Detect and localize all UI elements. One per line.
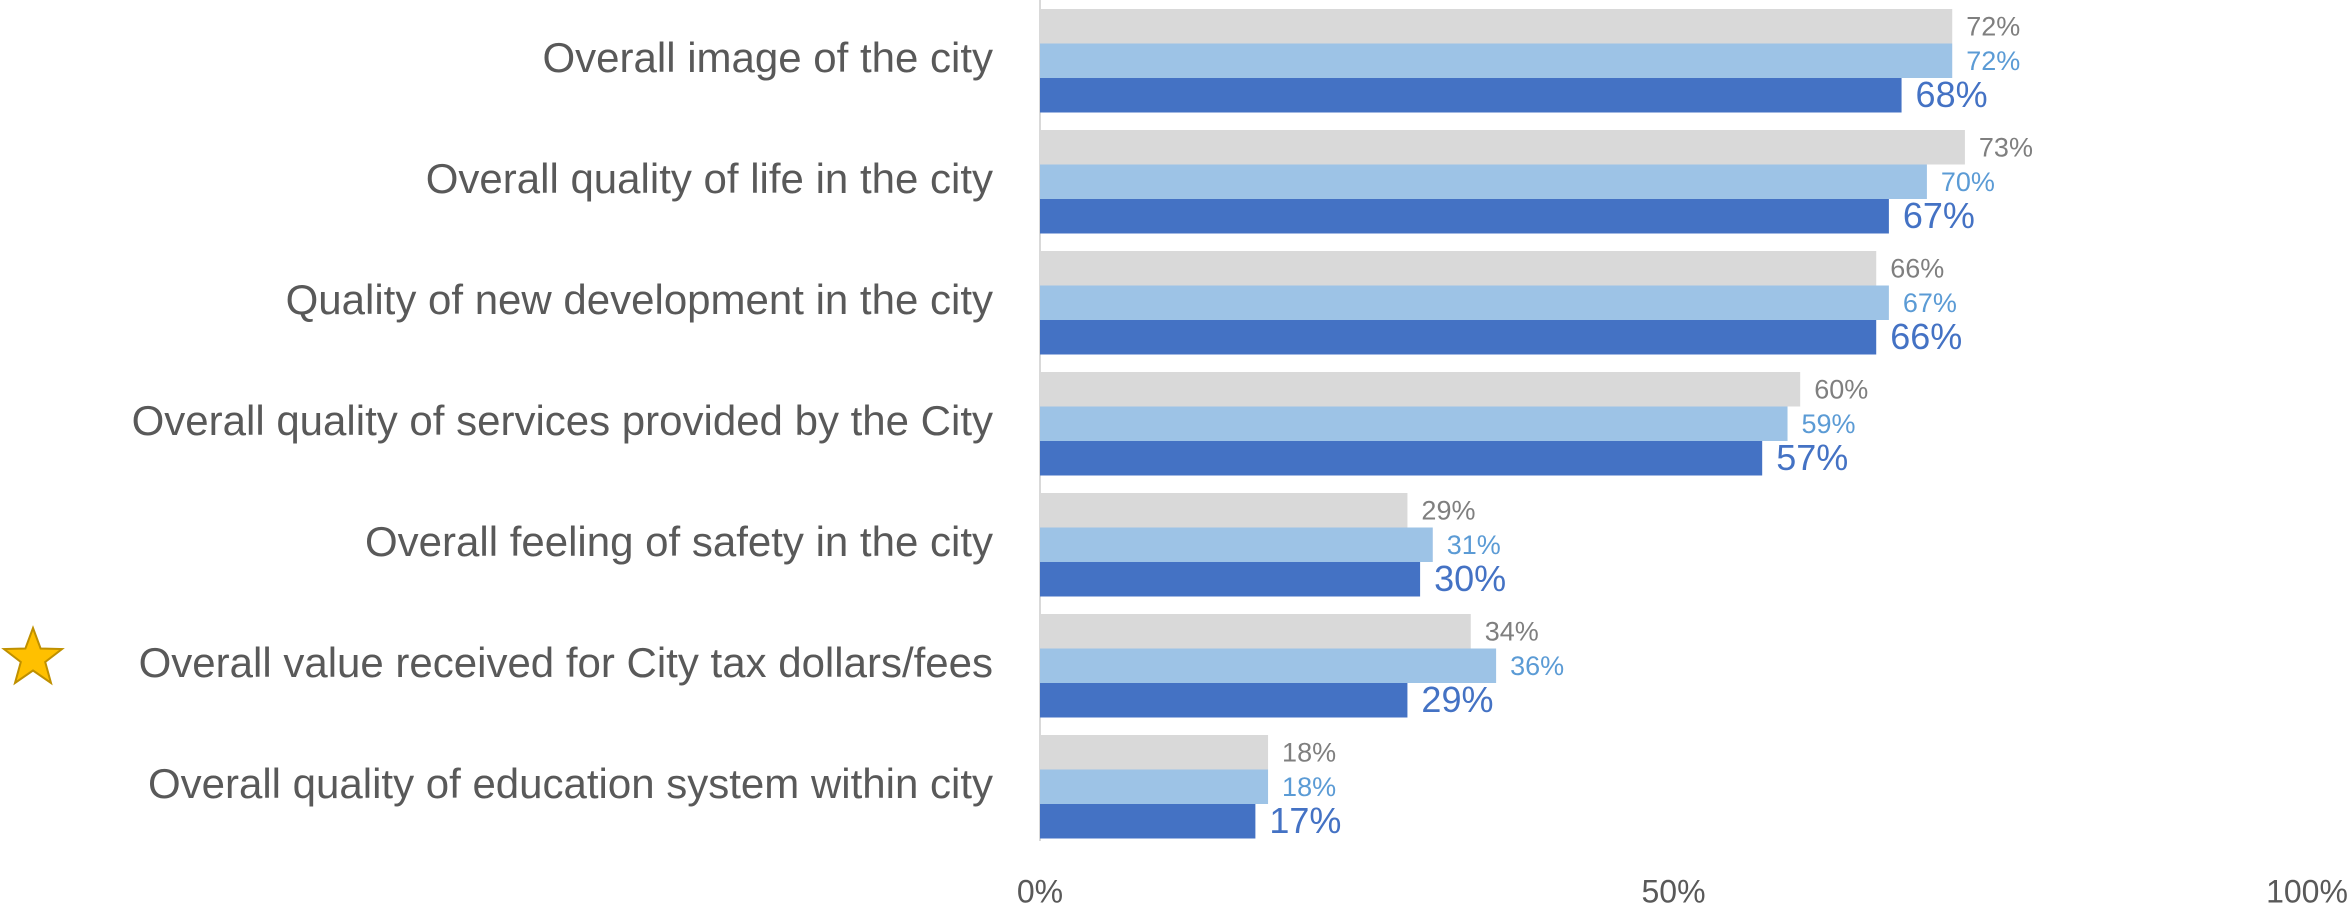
value-label: 67% xyxy=(1903,288,1957,318)
bar xyxy=(1040,164,1927,199)
value-label: 17% xyxy=(1269,800,1341,841)
bar xyxy=(1040,43,1953,78)
category-label: Overall quality of education system with… xyxy=(148,760,993,807)
value-label: 72% xyxy=(1966,11,2020,41)
x-tick-label: 50% xyxy=(1641,873,1705,909)
value-label: 29% xyxy=(1421,679,1493,720)
value-label: 73% xyxy=(1979,132,2033,162)
value-label: 18% xyxy=(1282,737,1336,767)
x-tick-label: 0% xyxy=(1017,873,1063,909)
bar xyxy=(1040,320,1877,355)
value-label: 60% xyxy=(1814,374,1868,404)
bar xyxy=(1040,78,1902,113)
bar xyxy=(1040,493,1408,528)
category-label: Overall image of the city xyxy=(542,34,993,81)
value-label: 31% xyxy=(1447,530,1501,560)
x-tick-label: 100% xyxy=(2266,873,2348,909)
bar xyxy=(1040,735,1269,770)
value-label: 29% xyxy=(1421,495,1475,525)
bar xyxy=(1040,372,1801,407)
category-label: Overall quality of services provided by … xyxy=(132,397,993,444)
value-label: 67% xyxy=(1903,195,1975,236)
star-icon xyxy=(1,625,65,686)
bar xyxy=(1040,562,1421,597)
category-label: Quality of new development in the city xyxy=(286,276,993,323)
value-label: 66% xyxy=(1890,253,1944,283)
bar xyxy=(1040,199,1889,234)
bar xyxy=(1040,683,1408,718)
bar xyxy=(1040,9,1953,44)
category-label: Overall feeling of safety in the city xyxy=(365,518,993,565)
bar xyxy=(1040,648,1497,683)
bar xyxy=(1040,527,1433,562)
value-label: 68% xyxy=(1916,74,1988,115)
bar xyxy=(1040,406,1788,441)
bar xyxy=(1040,769,1269,804)
category-label: Overall value received for City tax doll… xyxy=(139,639,993,686)
value-label: 30% xyxy=(1434,558,1506,599)
value-label: 59% xyxy=(1802,409,1856,439)
bar xyxy=(1040,130,1965,165)
value-label: 18% xyxy=(1282,772,1336,802)
value-label: 72% xyxy=(1966,46,2020,76)
bar xyxy=(1040,804,1256,839)
bar xyxy=(1040,251,1877,286)
category-label: Overall quality of life in the city xyxy=(426,155,993,202)
bar xyxy=(1040,614,1471,649)
value-label: 66% xyxy=(1890,316,1962,357)
value-label: 34% xyxy=(1485,616,1539,646)
bar xyxy=(1040,285,1889,320)
value-label: 57% xyxy=(1776,437,1848,478)
value-label: 70% xyxy=(1941,167,1995,197)
value-label: 36% xyxy=(1510,651,1564,681)
bar xyxy=(1040,441,1763,476)
